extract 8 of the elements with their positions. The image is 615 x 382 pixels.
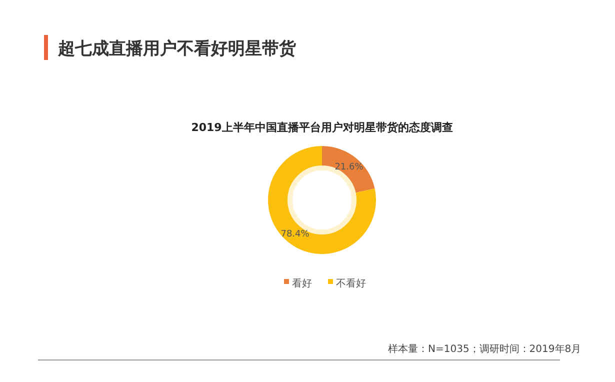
text: 样本量：N=1035；调研时间：2019年8月 (388, 343, 582, 355)
donut-slice (268, 146, 376, 254)
data-label: 78.4% (280, 230, 310, 240)
chart-subtitle: 2019上半年中国直播平台用户对明星带货的态度调查 (191, 121, 453, 134)
legend-label: 看好 (292, 278, 312, 290)
chart-title: 超七成直播用户不看好明星带货 (57, 39, 297, 59)
data-label: 21.6% (334, 162, 364, 173)
legend-label: 不看好 (336, 278, 366, 290)
